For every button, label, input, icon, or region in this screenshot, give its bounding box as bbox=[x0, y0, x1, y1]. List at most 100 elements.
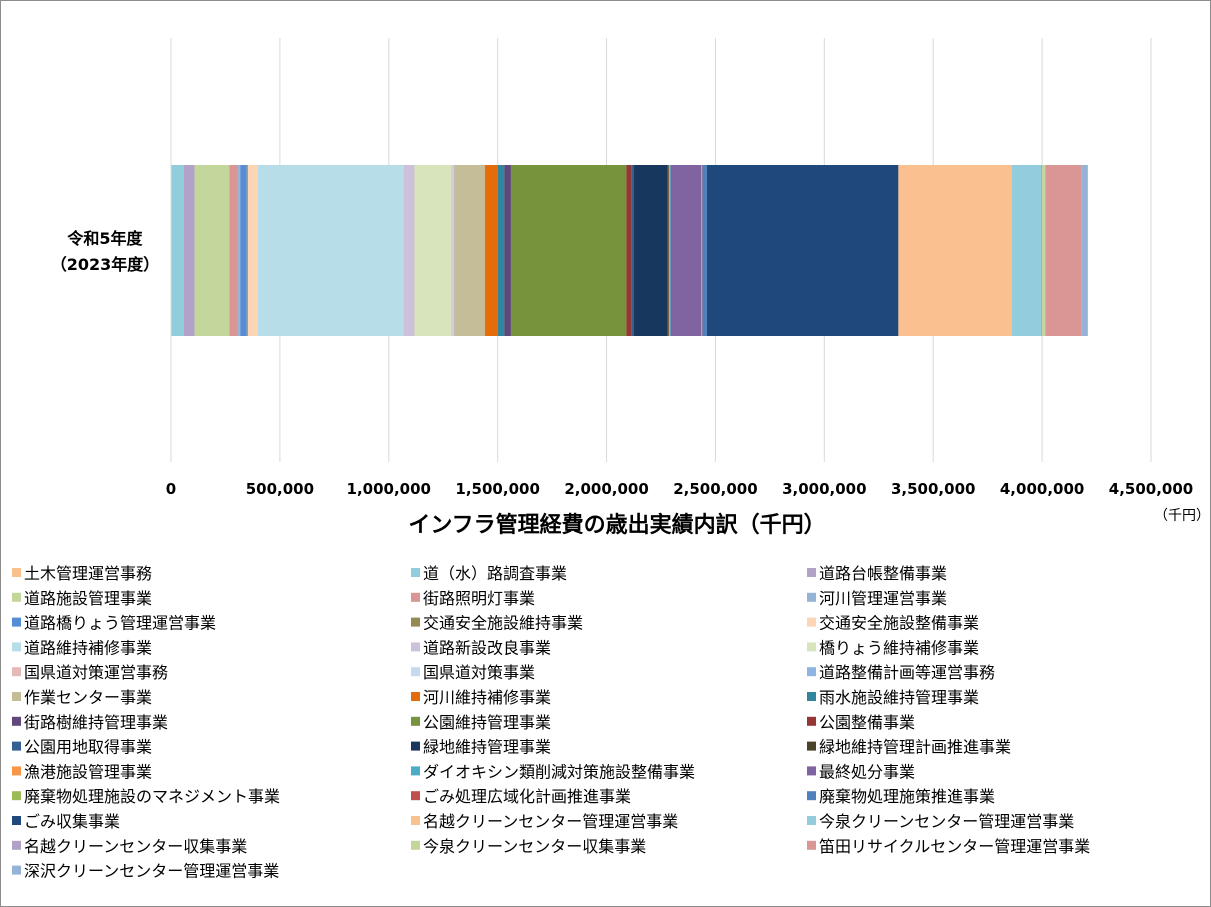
legend-label-4: 道路施設管理事業 bbox=[24, 589, 152, 608]
chart-title: インフラ管理経費の歳出実績内訳（千円） bbox=[408, 512, 825, 538]
legend-swatch-34 bbox=[12, 840, 21, 850]
legend-item-25: 漁港施設管理事業 bbox=[12, 762, 152, 781]
legend-label-13: 国県道対策運営事務 bbox=[24, 663, 168, 682]
x-tick-label-0: 0 bbox=[166, 480, 176, 498]
bar-segment-23 bbox=[633, 165, 668, 336]
legend-item-37: 深沢クリーンセンター管理運営事業 bbox=[12, 862, 279, 881]
bar-segment-4 bbox=[194, 165, 230, 336]
legend-label-25: 漁港施設管理事業 bbox=[24, 762, 152, 781]
legend-item-29: ごみ処理広域化計画推進事業 bbox=[411, 787, 631, 806]
legend-label-6: 河川管理運営事業 bbox=[819, 589, 947, 608]
bar-segment-3 bbox=[183, 165, 195, 336]
legend-item-17: 河川維持補修事業 bbox=[411, 688, 551, 707]
bar-segment-11 bbox=[403, 165, 415, 336]
legend-swatch-36 bbox=[807, 840, 816, 850]
legend-item-7: 道路橋りょう管理運営事業 bbox=[12, 614, 216, 633]
legend-label-30: 廃棄物処理施策推進事業 bbox=[819, 787, 995, 806]
legend-swatch-31 bbox=[12, 816, 21, 825]
legend-item-23: 緑地維持管理事業 bbox=[411, 738, 551, 757]
legend-item-22: 公園用地取得事業 bbox=[12, 738, 152, 757]
legend-label-23: 緑地維持管理事業 bbox=[423, 738, 551, 757]
category-label-line-2: （2023年度） bbox=[51, 255, 160, 274]
legend-label-7: 道路橋りょう管理運営事業 bbox=[24, 614, 216, 633]
legend-item-15: 道路整備計画等運営事務 bbox=[807, 663, 995, 682]
legend-swatch-14 bbox=[411, 667, 420, 677]
x-tick-label-2: 1,000,000 bbox=[347, 480, 431, 498]
legend-label-33: 今泉クリーンセンター管理運営事業 bbox=[819, 812, 1074, 831]
bar-segment-34 bbox=[1041, 165, 1043, 336]
legend-swatch-26 bbox=[411, 766, 420, 776]
bar-segment-6 bbox=[238, 165, 241, 336]
bar-segment-2 bbox=[171, 165, 184, 336]
bar-segment-26 bbox=[669, 165, 671, 336]
legend-item-10: 道路維持補修事業 bbox=[12, 638, 152, 657]
unit-label: （千円） bbox=[1154, 508, 1210, 524]
bar-segment-36 bbox=[1045, 165, 1082, 336]
legend-label-21: 公園整備事業 bbox=[819, 713, 915, 732]
legend-item-24: 緑地維持管理計画推進事業 bbox=[807, 738, 1011, 757]
legend-label-35: 今泉クリーンセンター収集事業 bbox=[423, 837, 646, 856]
legend-label-20: 公園維持管理事業 bbox=[423, 713, 551, 732]
legend-item-21: 公園整備事業 bbox=[807, 713, 915, 732]
legend-swatch-37 bbox=[12, 865, 21, 875]
legend-swatch-35 bbox=[411, 840, 420, 850]
legend-item-11: 道路新設改良事業 bbox=[411, 638, 551, 657]
legend-item-20: 公園維持管理事業 bbox=[411, 713, 551, 732]
bar-segment-20 bbox=[510, 165, 627, 336]
legend-swatch-22 bbox=[12, 741, 21, 751]
x-tick-label-4: 2,000,000 bbox=[564, 480, 648, 498]
legend-swatch-20 bbox=[411, 716, 420, 726]
legend-item-1: 土木管理運営事務 bbox=[12, 564, 152, 583]
legend-swatch-10 bbox=[12, 642, 21, 652]
legend-swatch-27 bbox=[807, 766, 816, 776]
legend-swatch-9 bbox=[807, 617, 816, 627]
bar-segment-8 bbox=[246, 165, 248, 336]
x-tick-label-3: 1,500,000 bbox=[455, 480, 539, 498]
legend-swatch-25 bbox=[12, 766, 21, 776]
legend-label-9: 交通安全施設整備事業 bbox=[819, 614, 979, 633]
legend-swatch-13 bbox=[12, 667, 21, 677]
bar-segment-16 bbox=[454, 165, 485, 336]
category-label-line-1: 令和5年度 bbox=[66, 229, 143, 248]
bar-segment-9 bbox=[247, 165, 258, 336]
x-tick-label-1: 500,000 bbox=[246, 480, 314, 498]
legend-label-28: 廃棄物処理施設のマネジメント事業 bbox=[24, 787, 280, 806]
legend-item-32: 名越クリーンセンター管理運営事業 bbox=[411, 812, 678, 831]
legend-swatch-21 bbox=[807, 716, 816, 726]
x-tick-label-7: 3,500,000 bbox=[891, 480, 975, 498]
bar-segment-13 bbox=[451, 165, 453, 336]
legend-item-26: ダイオキシン類削減対策施設整備事業 bbox=[411, 762, 695, 781]
legend-swatch-8 bbox=[411, 617, 420, 627]
legend-label-22: 公園用地取得事業 bbox=[24, 738, 152, 757]
legend-swatch-19 bbox=[12, 716, 21, 726]
legend-swatch-32 bbox=[411, 816, 420, 825]
legend-label-11: 道路新設改良事業 bbox=[423, 638, 551, 657]
category-labels: 令和5年度 （2023年度） bbox=[51, 229, 160, 274]
legend-item-16: 作業センター事業 bbox=[12, 688, 152, 707]
bar-segment-28 bbox=[701, 165, 702, 336]
legend-label-1: 土木管理運営事務 bbox=[24, 564, 152, 583]
x-tick-label-9: 4,500,000 bbox=[1109, 480, 1193, 498]
bar-segment-21 bbox=[626, 165, 632, 336]
legend-swatch-6 bbox=[807, 592, 816, 602]
legend-swatch-16 bbox=[12, 692, 21, 701]
bar-segment-17 bbox=[484, 165, 498, 336]
legend-swatch-23 bbox=[411, 741, 420, 751]
bar-segment-27 bbox=[670, 165, 702, 336]
legend-label-29: ごみ処理広域化計画推進事業 bbox=[423, 787, 631, 806]
legend-label-24: 緑地維持管理計画推進事業 bbox=[819, 738, 1011, 757]
bar-segment-22 bbox=[631, 165, 634, 336]
legend-swatch-18 bbox=[807, 692, 816, 701]
legend-item-12: 橋りょう維持補修事業 bbox=[807, 638, 979, 657]
bar-segment-29 bbox=[701, 165, 703, 336]
bar-segment-24 bbox=[667, 165, 669, 336]
legend-item-27: 最終処分事業 bbox=[807, 762, 915, 781]
legend-swatch-7 bbox=[12, 617, 21, 627]
legend-swatch-30 bbox=[807, 791, 816, 801]
legend-item-8: 交通安全施設維持事業 bbox=[411, 614, 583, 633]
x-axis-ticks: 0 500,000 1,000,000 1,500,000 2,000,000 2,500… bbox=[166, 480, 1193, 498]
legend-item-9: 交通安全施設整備事業 bbox=[807, 614, 979, 633]
legend-swatch-28 bbox=[12, 791, 21, 801]
